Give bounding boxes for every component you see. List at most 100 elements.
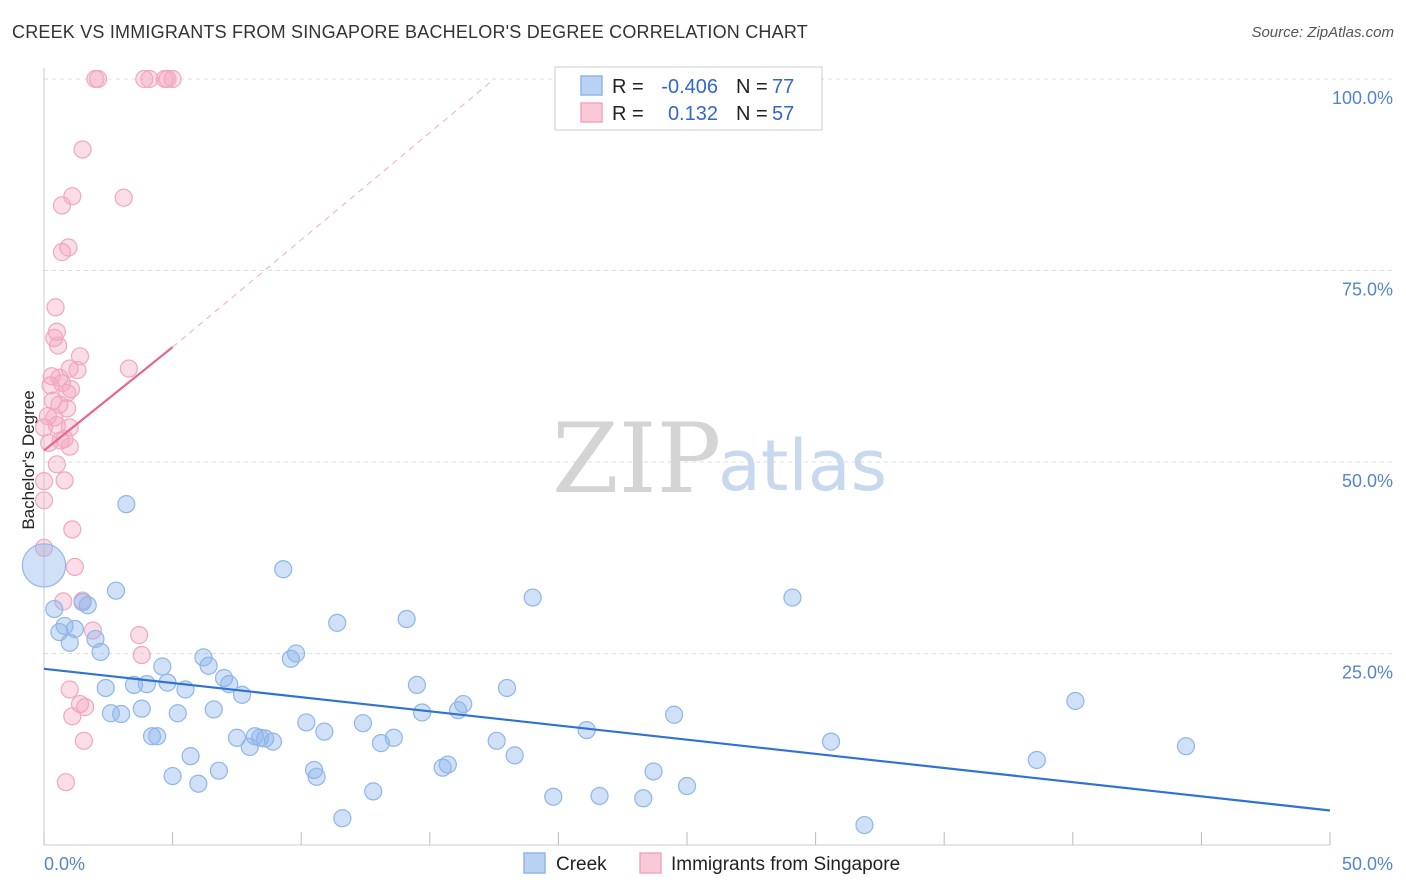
creek-point-68 <box>644 762 663 781</box>
creek-point-49 <box>353 714 373 733</box>
x-tick-labels: 0.0% 50.0% <box>44 854 1393 874</box>
singapore-point-7 <box>42 367 61 386</box>
singapore-point-21 <box>52 243 72 262</box>
creek-point-39 <box>263 732 283 751</box>
singapore-point-12 <box>47 322 66 341</box>
singapore-point-52 <box>135 69 154 89</box>
singapore-point-44 <box>76 698 95 717</box>
singapore-point-37 <box>65 557 84 577</box>
watermark: ZIP atlas <box>552 403 887 515</box>
chart-title: CREEK VS IMMIGRANTS FROM SINGAPORE BACHE… <box>12 22 808 42</box>
y-tick-label-1: 75.0% <box>1342 280 1393 300</box>
singapore-point-25 <box>56 773 75 792</box>
creek-point-14 <box>117 495 136 514</box>
singapore-point-43 <box>74 731 93 750</box>
singapore-series-label: Immigrants from Singapore <box>671 854 900 875</box>
creek-point-18 <box>142 727 162 746</box>
creek-point-28 <box>199 656 218 675</box>
creek-point-20 <box>153 657 172 676</box>
creek-point-74 <box>1027 750 1046 770</box>
singapore-point-40 <box>70 694 90 714</box>
singapore-point-14 <box>47 455 66 474</box>
singapore-point-39 <box>70 347 90 366</box>
singapore-point-34 <box>63 187 82 206</box>
axes <box>43 68 1331 846</box>
singapore-point-48 <box>114 188 133 207</box>
creek-point-56 <box>433 758 452 777</box>
singapore-point-56 <box>163 69 182 89</box>
creek-point-47 <box>328 613 347 632</box>
creek-series-label: Creek <box>556 854 607 875</box>
creek-point-75 <box>1066 691 1085 711</box>
creek-point-3 <box>55 616 74 636</box>
creek-trend-line <box>43 667 1331 812</box>
singapore-point-50 <box>130 626 149 645</box>
creek-point-76 <box>1176 737 1196 756</box>
creek-point-59 <box>454 694 473 714</box>
creek-point-60 <box>487 731 506 750</box>
singapore-point-20 <box>52 196 72 215</box>
creek-point-42 <box>286 644 306 663</box>
singapore-point-38 <box>68 360 87 380</box>
y-axis-title: Bachelor's Degree <box>19 390 38 529</box>
creek-r-label: R = <box>612 76 644 98</box>
singapore-series-swatch <box>639 852 662 874</box>
creek-point-13 <box>112 704 131 724</box>
singapore-point-29 <box>60 359 79 378</box>
creek-point-67 <box>634 789 653 808</box>
creek-point-15 <box>124 675 144 695</box>
creek-point-33 <box>227 728 246 747</box>
singapore-point-15 <box>49 336 68 355</box>
creek-points <box>21 495 1196 835</box>
watermark-zip: ZIP <box>552 403 721 515</box>
creek-point-11 <box>101 704 120 723</box>
grid-lines <box>44 78 1395 654</box>
singapore-point-28 <box>59 238 78 257</box>
watermark-atlas: atlas <box>718 425 887 507</box>
y-tick-labels: 100.0% 75.0% 50.0% 25.0% <box>1332 88 1393 683</box>
creek-point-63 <box>523 588 542 607</box>
creek-point-4 <box>60 633 79 652</box>
singapore-point-49 <box>119 359 138 378</box>
creek-point-19 <box>148 727 167 746</box>
creek-point-46 <box>315 722 334 741</box>
creek-n-value: 77 <box>772 76 794 98</box>
singapore-points <box>34 69 182 792</box>
creek-point-7 <box>78 596 97 615</box>
singapore-point-33 <box>61 380 81 399</box>
singapore-point-11 <box>46 298 65 317</box>
creek-point-17 <box>137 675 156 694</box>
creek-point-29 <box>204 700 223 719</box>
creek-point-73 <box>855 815 874 835</box>
trend-lines <box>43 78 1331 812</box>
creek-point-30 <box>209 761 228 780</box>
creek-point-41 <box>281 649 301 668</box>
singapore-point-32 <box>60 680 79 699</box>
singapore-point-19 <box>52 374 72 393</box>
singapore-point-35 <box>63 520 82 539</box>
creek-point-71 <box>783 588 802 607</box>
stats-legend: R = -0.406 N = 77 R = 0.132 N = 57 <box>554 66 823 131</box>
singapore-point-24 <box>55 471 74 490</box>
x-tick-label-1: 50.0% <box>1342 854 1393 874</box>
creek-point-9 <box>91 642 110 662</box>
creek-point-55 <box>412 703 432 722</box>
singapore-legend-swatch <box>580 102 603 123</box>
singapore-point-1 <box>34 472 54 491</box>
singapore-point-51 <box>132 645 151 665</box>
singapore-r-label: R = <box>612 103 644 125</box>
y-tick-label-2: 50.0% <box>1342 471 1393 491</box>
creek-point-69 <box>665 705 684 724</box>
creek-point-57 <box>438 755 457 774</box>
x-tick-label-0: 0.0% <box>44 854 85 874</box>
creek-point-23 <box>168 704 187 723</box>
singapore-point-41 <box>73 140 92 159</box>
creek-point-64 <box>544 787 563 806</box>
creek-point-54 <box>407 675 427 695</box>
singapore-point-53 <box>140 69 159 89</box>
singapore-trend-line <box>43 346 174 452</box>
creek-point-48 <box>333 809 352 828</box>
singapore-point-27 <box>58 399 77 418</box>
creek-point-10 <box>96 678 115 698</box>
